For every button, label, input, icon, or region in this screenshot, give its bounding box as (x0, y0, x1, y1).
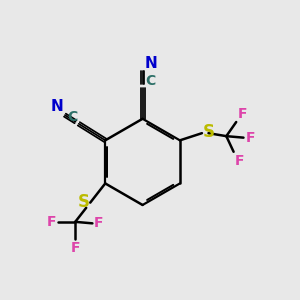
Text: F: F (235, 154, 244, 168)
Text: F: F (238, 107, 247, 122)
Text: N: N (50, 99, 63, 114)
Text: F: F (70, 241, 80, 255)
Text: F: F (94, 216, 104, 230)
Text: N: N (144, 56, 157, 71)
Text: S: S (203, 123, 215, 141)
Text: C: C (145, 74, 155, 88)
Text: C: C (67, 110, 77, 124)
Text: F: F (245, 131, 255, 145)
Text: S: S (77, 193, 89, 211)
Text: F: F (47, 215, 56, 229)
